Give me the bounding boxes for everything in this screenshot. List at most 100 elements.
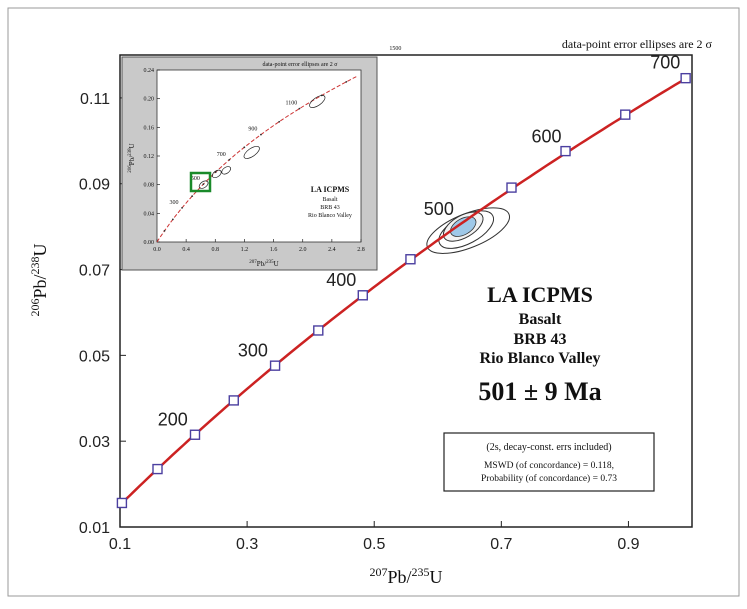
inset-age-labels: 300 500 700 900 1100 1500 bbox=[170, 46, 402, 206]
inset-plot-area bbox=[156, 69, 362, 243]
age-marker bbox=[405, 254, 416, 265]
inset-y-tick-label: 0.00 bbox=[144, 240, 155, 246]
y-tick-label: 0.01 bbox=[79, 520, 110, 537]
inset-y-label-base2: U bbox=[128, 143, 136, 148]
inset-age-label: 900 bbox=[248, 127, 257, 133]
inset-age-label: 700 bbox=[217, 152, 226, 158]
inset-x-tick-label: 1.2 bbox=[241, 247, 249, 253]
y-axis-label-sup2: 238 bbox=[28, 256, 42, 274]
inset-curve-mark bbox=[163, 229, 166, 232]
age-marker bbox=[357, 290, 368, 301]
x-axis-ticks: 0.1 0.3 0.5 0.7 0.9 bbox=[109, 521, 640, 553]
age-marker bbox=[116, 497, 128, 509]
inset-x-tick-label: 2.8 bbox=[357, 247, 365, 253]
stats-line1: (2s, decay-const. errs included) bbox=[486, 442, 611, 453]
inset-x-label-base1: Pb/ bbox=[257, 260, 266, 268]
x-axis-label-sup: 207 bbox=[369, 565, 387, 579]
age-markers bbox=[116, 72, 691, 509]
age-marker bbox=[680, 72, 691, 84]
inset-x-tick-label: 0.8 bbox=[212, 247, 220, 253]
age-label: 500 bbox=[424, 199, 454, 219]
inset-x-label-base2: U bbox=[274, 260, 279, 268]
inset-y-label-base1: Pb/ bbox=[128, 156, 136, 165]
stats-line3: Probability (of concordance) = 0.73 bbox=[481, 473, 617, 484]
info-line2: BRB 43 bbox=[514, 331, 567, 348]
inset-info-line2: BRB 43 bbox=[320, 205, 340, 211]
age-label: 200 bbox=[158, 410, 188, 430]
inset-y-tick-label: 0.16 bbox=[144, 125, 155, 131]
inset-y-tick-label: 0.04 bbox=[144, 211, 155, 217]
inset-curve-mark bbox=[243, 146, 246, 149]
inset-y-tick-label: 0.08 bbox=[144, 183, 155, 189]
inset-y-tick-label: 0.24 bbox=[144, 68, 155, 74]
inset-curve-mark bbox=[181, 206, 183, 209]
inset-concordia-curve bbox=[156, 75, 358, 243]
inset-age-label: 300 bbox=[170, 200, 179, 206]
y-tick-label: 0.03 bbox=[79, 434, 110, 451]
inset-error-ellipse bbox=[198, 180, 209, 189]
x-axis-label-base2: U bbox=[430, 567, 443, 587]
inset-y-tick-label: 0.12 bbox=[144, 154, 155, 160]
y-axis-label: 206Pb/238U bbox=[28, 243, 50, 316]
age-marker bbox=[269, 360, 281, 371]
inset-y-label-sup: 206 bbox=[128, 165, 133, 173]
inset-curve-mark bbox=[171, 218, 174, 221]
y-axis-ticks: 0.01 0.03 0.05 0.07 0.09 0.11 bbox=[79, 91, 126, 537]
inset-curve-mark bbox=[278, 120, 281, 123]
stats-box bbox=[443, 432, 655, 492]
inset-curve-mark bbox=[228, 158, 231, 161]
inset-marks bbox=[163, 80, 348, 232]
x-axis-label-base1: Pb/ bbox=[387, 567, 411, 587]
y-tick-label: 0.11 bbox=[80, 91, 110, 108]
inset-x-label-sup2: 235 bbox=[266, 260, 274, 265]
stats-line2: MSWD (of concordance) = 0.118, bbox=[484, 460, 614, 471]
age-marker bbox=[152, 463, 163, 475]
age-label: 700 bbox=[650, 53, 680, 73]
top-note: data-point error ellipses are 2 σ bbox=[562, 37, 713, 51]
info-title: LA ICPMS bbox=[487, 282, 593, 307]
inset-x-axis-label: 207Pb/235U bbox=[249, 260, 278, 268]
inset-info-line3: Rio Blanco Valley bbox=[308, 213, 352, 219]
x-tick-label: 0.9 bbox=[617, 536, 639, 553]
inset-info-line1: Basalt bbox=[323, 197, 338, 203]
age-marker bbox=[189, 429, 201, 440]
inset-y-axis-label: 206Pb/238U bbox=[128, 143, 136, 172]
inset-x-tick-label: 1.6 bbox=[270, 247, 278, 253]
y-tick-label: 0.07 bbox=[79, 263, 110, 280]
x-axis-label: 207Pb/235U bbox=[369, 565, 442, 587]
inset-info-title: LA ICPMS bbox=[311, 185, 350, 194]
x-axis-label-sup2: 235 bbox=[412, 565, 430, 579]
inset-x-tick-label: 0.0 bbox=[153, 247, 161, 253]
inset-x-ticks: 0.0 0.4 0.8 1.2 1.6 2.0 2.4 2.8 bbox=[153, 239, 365, 253]
inset-highlight-box bbox=[189, 171, 212, 193]
y-tick-label: 0.05 bbox=[79, 348, 110, 365]
inset-error-ellipse bbox=[309, 95, 326, 108]
inset-age-label: 1500 bbox=[389, 46, 401, 52]
inset-note: data-point error ellipses are 2 σ bbox=[262, 62, 338, 68]
age-label: 600 bbox=[531, 126, 561, 146]
age-marker bbox=[313, 325, 324, 336]
inset-y-label-sup2: 238 bbox=[128, 148, 133, 156]
inset-curve-mark bbox=[345, 80, 348, 83]
x-tick-label: 0.3 bbox=[236, 536, 258, 553]
inset-x-tick-label: 2.4 bbox=[328, 247, 336, 253]
age-marker bbox=[228, 395, 239, 406]
y-axis-label-base2: U bbox=[30, 243, 50, 256]
inset-y-tick-label: 0.20 bbox=[144, 97, 155, 103]
age-label: 300 bbox=[238, 341, 268, 361]
age-marker bbox=[560, 145, 571, 157]
inset-curve-mark bbox=[202, 183, 205, 186]
age-result: 501 ± 9 Ma bbox=[478, 377, 601, 406]
inset-chart: data-point error ellipses are 2 σ 0.0 0.4… bbox=[121, 46, 402, 271]
y-axis-label-sup: 206 bbox=[28, 299, 42, 317]
inset-error-ellipse bbox=[221, 166, 232, 175]
outer-frame bbox=[7, 7, 740, 597]
inset-age-label: 500 bbox=[191, 176, 200, 182]
age-marker bbox=[506, 182, 517, 193]
inset-y-ticks: 0.00 0.04 0.08 0.12 0.16 0.20 0.24 bbox=[144, 68, 160, 246]
inset-curve-mark bbox=[191, 195, 194, 198]
inset-error-ellipse bbox=[211, 169, 222, 179]
x-tick-label: 0.5 bbox=[363, 536, 385, 553]
